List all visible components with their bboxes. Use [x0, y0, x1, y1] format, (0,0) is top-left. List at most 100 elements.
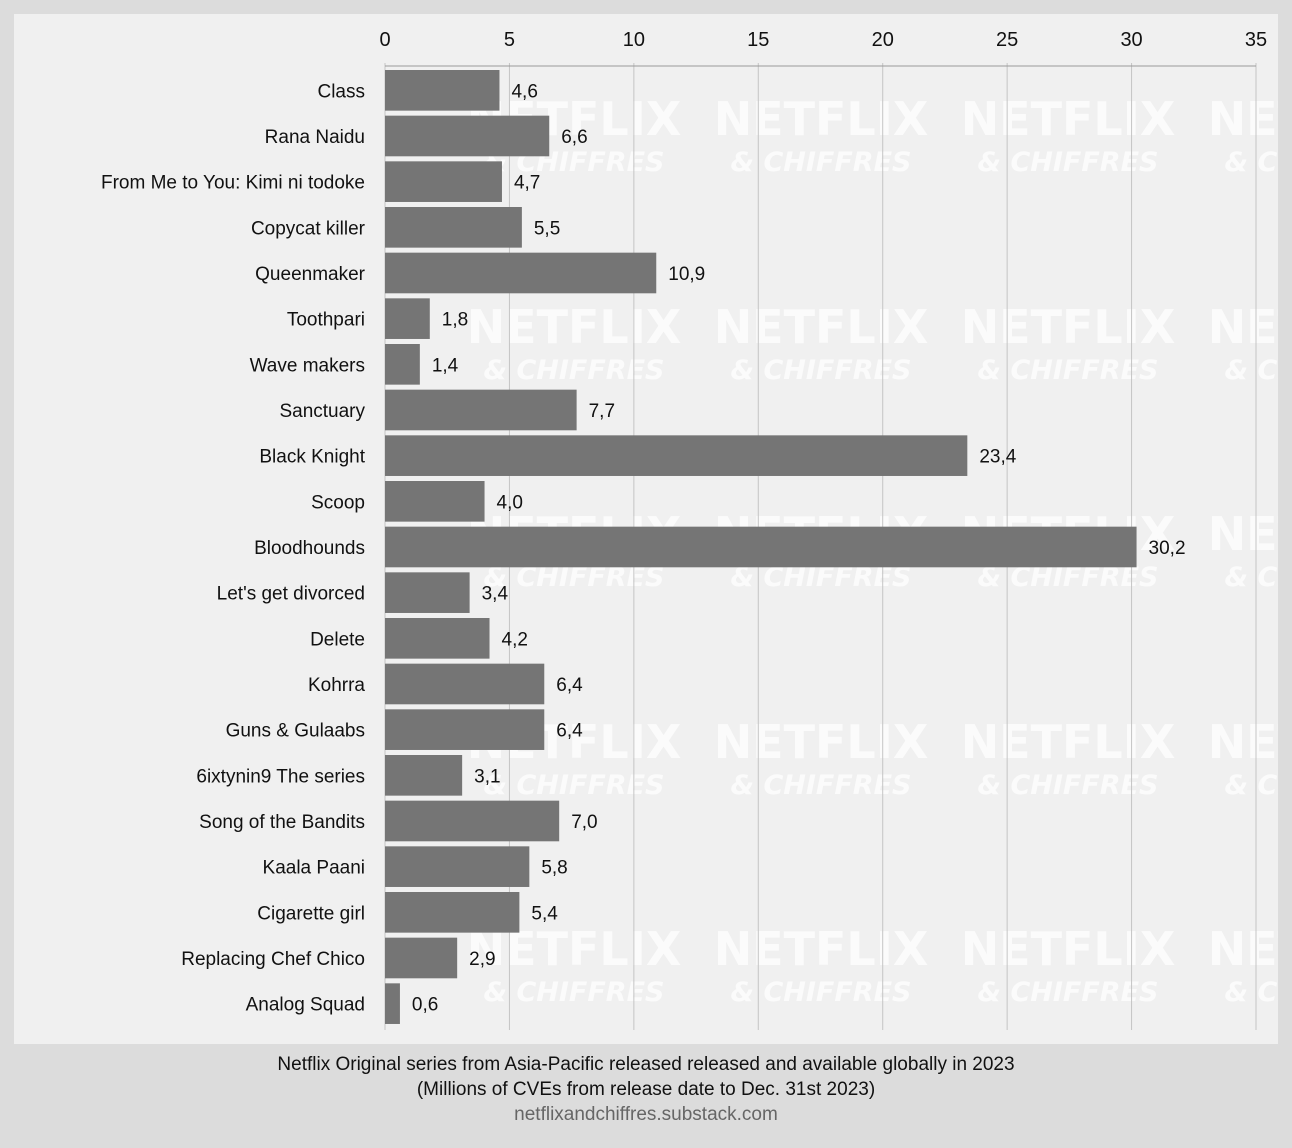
value-label: 4,7 — [514, 173, 540, 194]
category-label: Black Knight — [259, 447, 365, 468]
value-label: 3,4 — [482, 584, 509, 605]
category-label: Sanctuary — [279, 401, 365, 422]
plot-panel: NETFLIX & CHIFFRES NETFLIX & CHIFFRES NETFLI… — [14, 14, 1278, 1044]
bar — [385, 846, 530, 887]
bar — [385, 892, 520, 933]
chart-caption: Netflix Original series from Asia-Pacifi… — [0, 1052, 1292, 1127]
bars — [385, 70, 1137, 1024]
x-tick-label: 15 — [747, 29, 769, 51]
value-label: 30,2 — [1149, 538, 1186, 559]
value-label: 4,2 — [502, 629, 528, 650]
watermark-chiffres: & CHIFFRES — [1225, 977, 1278, 1008]
watermark-netflix: NETFLIX — [714, 92, 929, 146]
value-label: 1,4 — [432, 355, 459, 376]
watermark-netflix: NETFLIX — [467, 300, 682, 354]
category-label: Rana Naidu — [265, 127, 365, 148]
watermark-chiffres: & CHIFFRES — [484, 355, 665, 386]
category-label: Class — [317, 81, 365, 102]
x-tick-label: 20 — [872, 29, 894, 51]
bar — [385, 663, 545, 705]
x-tick-labels: 0 5 10 15 20 25 30 35 — [379, 29, 1267, 51]
category-labels: Class Rana Naidu From Me to You: Kimi ni t… — [101, 81, 366, 1015]
bar — [385, 389, 577, 431]
watermark-chiffres: & CHIFFRES — [1225, 147, 1278, 178]
value-label: 0,6 — [412, 995, 438, 1016]
value-labels: 4,6 6,6 4,7 5,5 10,9 1,8 1,4 7,7 23,4 4,0 30,2 3,4 4… — [412, 81, 1186, 1015]
value-label: 7,7 — [589, 401, 615, 422]
category-label: From Me to You: Kimi ni todoke — [101, 173, 365, 194]
value-label: 5,8 — [541, 858, 567, 879]
category-label: Cigarette girl — [257, 903, 365, 924]
bar — [385, 937, 458, 979]
category-label: Delete — [310, 629, 365, 650]
bar — [385, 755, 463, 796]
watermark-chiffres: & CHIFFRES — [1225, 770, 1278, 801]
bar — [385, 435, 968, 476]
watermark-chiffres: & CHIFFRES — [978, 355, 1159, 386]
value-label: 5,5 — [534, 218, 560, 239]
watermark-chiffres: & CHIFFRES — [484, 770, 665, 801]
watermark-netflix: NETFLIX — [714, 922, 929, 976]
watermark-chiffres: & CHIFFRES — [978, 977, 1159, 1008]
watermark-chiffres: & CHIFFRES — [484, 977, 665, 1008]
watermark-chiffres: & CHIFFRES — [978, 770, 1159, 801]
value-label: 3,1 — [474, 766, 500, 787]
category-label: Replacing Chef Chico — [181, 949, 365, 970]
value-label: 2,9 — [469, 949, 495, 970]
bar — [385, 618, 490, 659]
watermark-netflix: NETFLIX — [1208, 507, 1278, 561]
category-label: Bloodhounds — [254, 538, 365, 559]
watermark-netflix: NETFLIX — [961, 300, 1176, 354]
value-label: 10,9 — [668, 264, 705, 285]
x-tick-label: 10 — [623, 29, 645, 51]
watermark-netflix: NETFLIX — [1208, 715, 1278, 769]
x-tick-label: 30 — [1120, 29, 1142, 51]
category-label: Copycat killer — [251, 218, 366, 239]
x-tick-label: 35 — [1245, 29, 1267, 51]
x-tick-label: 0 — [379, 29, 390, 51]
category-label: Let's get divorced — [217, 584, 365, 605]
bar — [385, 115, 550, 157]
category-label: Queenmaker — [255, 264, 366, 285]
x-tick-label: 5 — [504, 29, 515, 51]
value-label: 7,0 — [571, 812, 597, 833]
watermark-netflix: NETFLIX — [961, 92, 1176, 146]
bar — [385, 983, 400, 1024]
watermark-netflix: NETFLIX — [714, 715, 929, 769]
value-label: 6,4 — [556, 721, 583, 742]
category-label: Song of the Bandits — [199, 812, 365, 833]
watermark-netflix: NETFLIX — [714, 300, 929, 354]
watermark-chiffres: & CHIFFRES — [731, 147, 912, 178]
watermark-netflix: NETFLIX — [961, 715, 1176, 769]
x-tick-label: 25 — [996, 29, 1018, 51]
watermark-chiffres: & CHIFFRES — [731, 355, 912, 386]
bar — [385, 298, 430, 339]
value-label: 4,6 — [511, 81, 537, 102]
bar — [385, 207, 522, 248]
bar — [385, 572, 470, 613]
bar — [385, 800, 560, 842]
bar — [385, 709, 545, 750]
watermark-netflix: NETFLIX — [961, 922, 1176, 976]
category-label: Kohrra — [308, 675, 365, 696]
category-label: Guns & Gulaabs — [226, 721, 365, 742]
value-label: 5,4 — [531, 903, 558, 924]
bar — [385, 526, 1137, 568]
value-label: 23,4 — [979, 447, 1016, 468]
watermark-chiffres: & CHIFFRES — [731, 977, 912, 1008]
value-label: 4,0 — [497, 492, 523, 513]
category-label: Toothpari — [287, 310, 365, 331]
category-label: 6ixtynin9 The series — [196, 766, 365, 787]
category-label: Wave makers — [250, 355, 365, 376]
watermark-netflix: NETFLIX — [1208, 922, 1278, 976]
watermark-chiffres: & CHIFFRES — [978, 147, 1159, 178]
caption-line2: (Millions of CVEs from release date to D… — [416, 1079, 876, 1100]
caption-line1: Netflix Original series from Asia-Pacifi… — [277, 1054, 1015, 1075]
bar — [385, 161, 502, 202]
bar — [385, 481, 485, 522]
watermark-netflix: NETFLIX — [1208, 92, 1278, 146]
watermark-chiffres: & CHIFFRES — [1225, 562, 1278, 593]
